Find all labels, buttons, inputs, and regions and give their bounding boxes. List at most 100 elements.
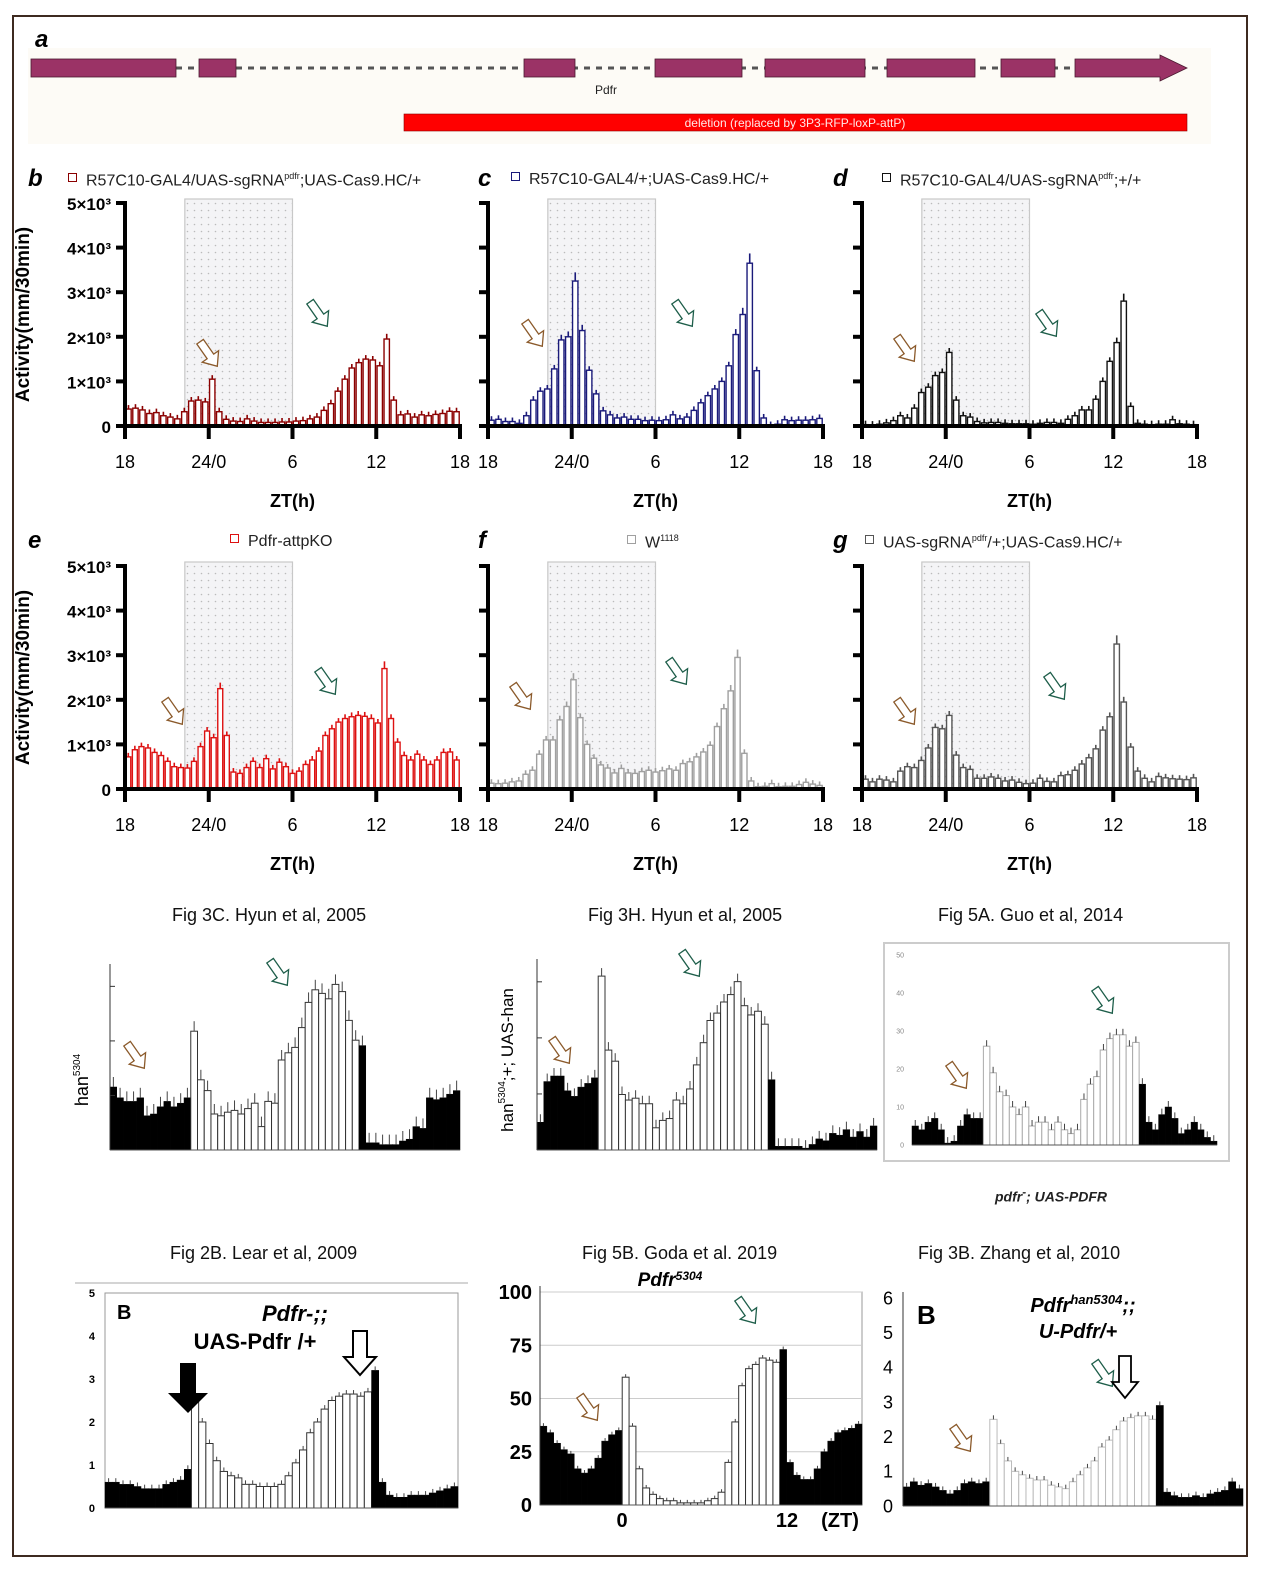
legend-e: Pdfr-attpKO [230,533,332,551]
green-arrow-icon [677,948,702,978]
exon-6 [886,58,976,78]
bar [597,764,605,790]
bar [392,1144,400,1151]
bar [1210,1140,1218,1146]
bar [631,1097,640,1151]
exons [30,54,1188,82]
bar [318,992,326,1151]
bar [187,400,195,427]
bar [1025,1477,1034,1507]
bar [203,1090,212,1151]
bar [414,753,421,790]
legend-marker [865,535,874,545]
bar [931,1118,939,1146]
white-down-arrow-icon [341,1330,379,1377]
bars [902,1401,1244,1507]
legend-marker [882,173,891,183]
bar [1090,1460,1099,1507]
bar [328,728,336,790]
bar [320,1408,329,1509]
bar [703,1500,712,1506]
bar [563,1090,572,1151]
green-arrow-icon [1090,985,1115,1015]
bar [957,1125,965,1146]
bar [746,262,754,427]
panel-label-a: a [35,26,49,53]
bar [628,1425,637,1506]
chart-d: 18 24/0 6 12 18 ZT(h) [852,198,1207,511]
bar [348,716,355,790]
bar [1106,360,1114,427]
bar [642,1487,651,1506]
bar [1106,1038,1114,1146]
bar [140,1488,149,1509]
bar [355,714,362,790]
bar [788,1146,796,1151]
subtitle: Pdfr5304 [638,1269,703,1291]
bar [334,390,342,427]
x-tick-label: 18 [813,815,833,835]
bar [1092,748,1100,790]
bar [381,667,388,790]
bar [590,757,598,790]
bar [248,1483,257,1509]
bar [563,705,570,790]
x-axis-label: ZT(h) [270,491,315,511]
brown-arrow-icon [520,318,545,348]
bar [571,280,579,427]
bar [1060,1129,1069,1146]
y-axis-label: han5304 [72,1053,92,1106]
bar [713,1012,722,1151]
ref-title-guo5a: Fig 5A. Guo et al, 2014 [938,905,1124,925]
x-tick-label: 12 [729,452,749,472]
bar [291,1046,299,1151]
legend-text: W [645,534,661,552]
bar [249,760,257,790]
bar [578,329,586,427]
bar [426,1097,434,1151]
bar [302,763,309,790]
bar [617,767,625,790]
bar [1177,1133,1185,1146]
bar [1061,1488,1070,1507]
bar [699,1042,708,1151]
ref-title-lear2b: Fig 2B. Lear et al, 2009 [170,1243,358,1263]
bar [960,1483,969,1507]
y-tick-label: 2 [883,1427,893,1447]
exon-7 [1000,58,1056,78]
bar [652,771,659,790]
bar [143,1115,151,1151]
bar [378,1144,387,1151]
bar [387,717,395,790]
bar [1125,1045,1134,1146]
bar [952,399,960,427]
bar [917,759,925,790]
bar [1132,1041,1140,1146]
green-arrow-icon [664,656,689,686]
bar [428,1492,437,1509]
light-phase-region [184,198,294,427]
bar [299,1449,308,1509]
y-tick-label: 5×10³ [67,195,111,214]
bars [125,661,460,790]
bar [234,1477,243,1509]
bar [686,1088,694,1151]
bar [966,768,974,790]
bar [820,1451,828,1506]
y-tick-label: 10 [896,1104,904,1111]
bar [138,745,145,790]
bar [385,1494,394,1509]
bar [720,1001,728,1151]
bar [331,983,340,1151]
bar [171,765,178,790]
legend-sup: pdfr [284,171,300,181]
x-tick-label: 12 [1103,815,1123,835]
bar [257,1126,266,1151]
bar [139,409,146,427]
bars [911,1028,1218,1146]
bar [420,759,428,790]
bar [740,1005,749,1151]
bar [111,1481,120,1509]
bar [243,766,250,790]
bar [439,1097,447,1151]
